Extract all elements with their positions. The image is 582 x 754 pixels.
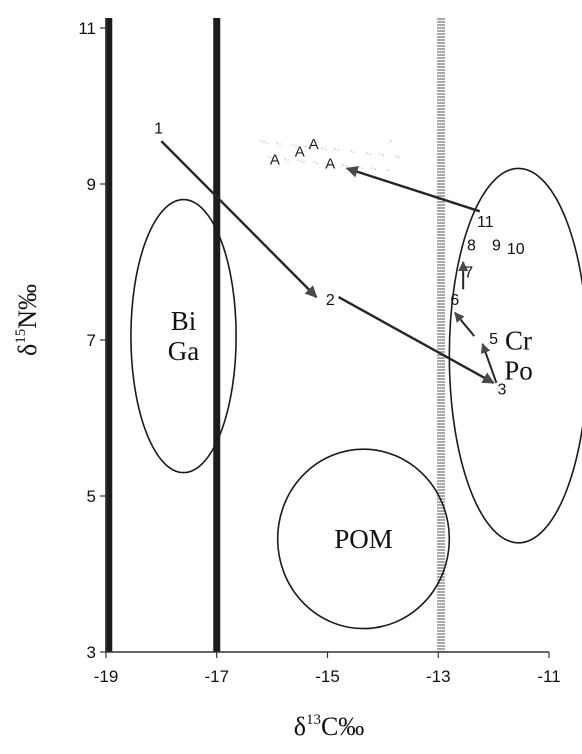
speckle-dot-18 — [366, 152, 368, 154]
a-marker-2: A — [309, 136, 319, 153]
vertical-lines — [105, 18, 446, 652]
y-tick-label-4: 11 — [78, 19, 96, 38]
trajectory-arrows — [160, 140, 498, 384]
point-label-7: 7 — [464, 265, 473, 282]
speckle-dot-3 — [371, 167, 373, 169]
speckle-dot-38 — [266, 142, 268, 144]
point-label-3: 3 — [497, 382, 506, 399]
region-ellipse-1 — [448, 167, 582, 544]
speckle-dot-20 — [300, 160, 302, 162]
speckle-dot-36 — [332, 164, 334, 166]
speckle-dot-29 — [353, 151, 355, 153]
point-label-6: 6 — [450, 292, 459, 309]
y-axis-title: δ15N‰ — [13, 284, 42, 356]
x-tick-label-4: -11 — [537, 667, 560, 686]
speckle-dot-8 — [276, 142, 278, 144]
speckle-dot-12 — [284, 158, 286, 160]
y-tick-label-2: 7 — [87, 331, 96, 350]
point-label-10: 10 — [507, 241, 525, 258]
speckle-dot-27 — [279, 143, 281, 145]
speckle-dot-32 — [324, 148, 326, 150]
region-label-0-0: Bi — [171, 306, 197, 336]
point-label-11: 11 — [477, 214, 494, 231]
trajectory-arrow-3 — [454, 311, 476, 337]
region-ellipse-2 — [276, 448, 451, 630]
point-label-9: 9 — [492, 237, 501, 254]
speckle-dot-25 — [345, 165, 347, 167]
speckle-dot-39 — [303, 161, 305, 163]
speckle-dot-14 — [358, 166, 360, 168]
x-tick-label-0: -19 — [94, 667, 119, 686]
speckle-dot-30 — [390, 140, 392, 142]
speckle-dot-6 — [342, 164, 344, 166]
speckle-dot-15 — [395, 155, 397, 157]
speckle-dot-34 — [398, 156, 400, 158]
speckle-dot-11 — [387, 169, 389, 171]
speckle-dot-4 — [268, 156, 270, 158]
region-label-2-0: POM — [334, 524, 393, 554]
speckle-dot-16 — [292, 144, 294, 146]
speckle-dot-26 — [382, 154, 384, 156]
speckle-dot-24 — [308, 146, 310, 148]
speckle-dot-37 — [369, 153, 371, 155]
speckle-dot-19 — [263, 141, 265, 143]
axes — [100, 18, 550, 658]
a-marker-0: A — [270, 152, 280, 169]
speckle-dot-22 — [374, 168, 376, 170]
y-tick-label-0: 3 — [87, 643, 96, 662]
speckle-dot-0 — [260, 140, 262, 142]
speckle-dot-31 — [287, 159, 289, 161]
point-label-8: 8 — [467, 237, 476, 254]
speckle-dot-33 — [361, 167, 363, 169]
speckle-dot-28 — [316, 162, 318, 164]
point-label-5: 5 — [489, 331, 498, 348]
trajectory-arrow-0 — [160, 140, 318, 298]
point-labels: 1 2 3 5 67 8 9 10 11 — [154, 120, 525, 398]
speckle-dot-21 — [337, 149, 339, 151]
speckle-dot-10 — [350, 150, 352, 152]
region-label-0-1: Ga — [168, 336, 199, 366]
speckle-dot-7 — [379, 153, 381, 155]
x-tick-label-3: -13 — [426, 667, 451, 686]
speckle-dot-5 — [305, 145, 307, 147]
region-ellipse-0 — [130, 198, 237, 474]
a-marker-1: A — [295, 144, 305, 161]
speckle-dot-13 — [321, 147, 323, 149]
a-markers: A A AA — [260, 136, 400, 172]
x-tick-label-1: -17 — [204, 667, 229, 686]
speckle-dot-17 — [329, 163, 331, 165]
a-marker-3: A — [325, 155, 335, 172]
point-label-2: 2 — [326, 292, 335, 309]
a-speckle — [260, 140, 400, 171]
speckle-dot-35 — [295, 145, 297, 147]
trajectory-arrow-2 — [480, 342, 498, 384]
y-tick-label-1: 5 — [87, 487, 96, 506]
trajectory-arrow-5 — [345, 166, 481, 213]
y-tick-label-3: 9 — [87, 175, 96, 194]
tick-labels: -19 -17 -15 -13 -11 3 5 7 9 11 — [78, 19, 560, 686]
speckle-dot-1 — [297, 159, 299, 161]
region-label-1-1: Po — [504, 356, 533, 386]
point-label-1: 1 — [154, 120, 163, 137]
speckle-dot-9 — [313, 161, 315, 163]
x-tick-label-2: -15 — [315, 667, 340, 686]
region-label-1-0: Cr — [505, 326, 532, 356]
speckle-dot-2 — [334, 148, 336, 150]
trajectory-arrow-1 — [337, 296, 495, 384]
x-axis-title: δ13C‰ — [294, 712, 365, 741]
speckle-dot-23 — [271, 157, 273, 159]
